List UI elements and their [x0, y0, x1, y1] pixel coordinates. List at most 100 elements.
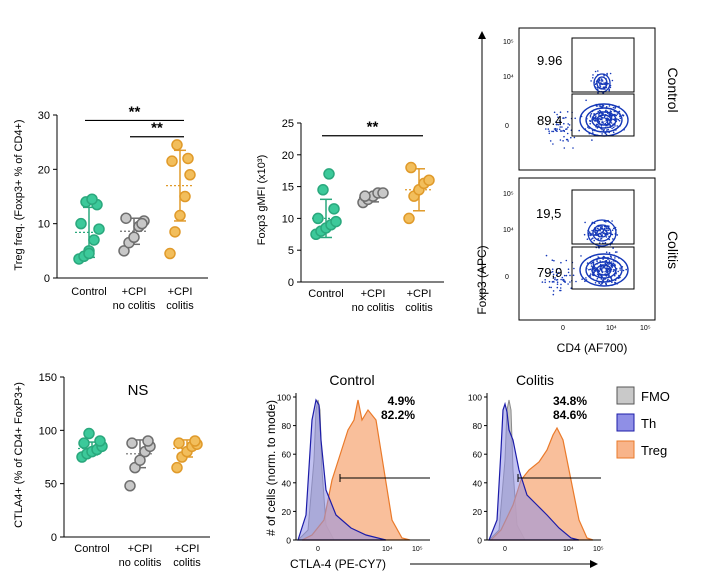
ctla4-freq-data-point — [94, 435, 106, 447]
flow-event-dot — [570, 136, 572, 139]
flow-event-dot — [581, 278, 583, 281]
flow-event-dot — [606, 279, 609, 282]
flow-event-dot — [601, 279, 604, 281]
flow-event-dot — [563, 135, 565, 138]
flow-event-dot — [614, 251, 617, 253]
flow-event-dot — [546, 123, 548, 126]
contour-ytick-1e5-control: 10⁵ — [503, 39, 514, 46]
legend-swatch-th — [616, 413, 635, 432]
flow-event-dot — [604, 83, 607, 86]
treg-freq-data-point — [75, 217, 87, 230]
contour-xtick-0: 0 — [561, 325, 565, 332]
treg-freq-ylabel: Treg freq. (Foxp3+ % of CD4+) — [13, 119, 25, 270]
flow-event-dot — [594, 270, 596, 273]
ctla4-freq-cat2-line1: +CPI — [175, 543, 200, 555]
flow-event-dot — [591, 229, 593, 232]
gate-lower-value-control: 89.4 — [537, 113, 562, 128]
flow-event-dot — [594, 282, 597, 284]
legend-label-th: Th — [641, 416, 656, 431]
flow-event-dot — [604, 242, 607, 244]
flow-event-dot — [600, 283, 602, 286]
ctla4-freq-cat2-line2: colitis — [173, 557, 201, 569]
flow-event-dot — [565, 116, 567, 119]
contour-plot-colitis: 19,5 79,9 Colitis 10⁵ 10⁴ 0 — [503, 177, 681, 321]
foxp3-gmfi-data-point — [312, 212, 324, 225]
flow-event-dot — [589, 120, 592, 122]
flow-event-dot — [560, 278, 562, 281]
contour-xlabel: CD4 (AF700) — [557, 341, 628, 355]
flow-event-dot — [595, 115, 597, 117]
flow-event-dot — [553, 259, 555, 262]
flow-event-dot — [592, 132, 594, 134]
flow-event-dot — [614, 257, 616, 259]
flow-event-dot — [598, 120, 600, 123]
flow-event-dot — [597, 80, 600, 82]
flow-event-dot — [619, 115, 621, 118]
gate-upper-colitis — [571, 189, 635, 245]
flow-event-dot — [609, 86, 612, 89]
flow-event-dot — [601, 128, 603, 131]
flow-event-dot — [610, 261, 613, 263]
flow-event-dot — [597, 88, 599, 90]
flow-event-dot — [572, 274, 575, 277]
flow-event-dot — [612, 247, 614, 249]
flow-event-dot — [565, 128, 567, 130]
flow-event-dot — [605, 236, 608, 238]
hist-ytick-label-control: 40 — [282, 478, 292, 488]
flow-event-dot — [607, 82, 609, 85]
flow-event-dot — [567, 283, 569, 285]
flow-event-dot — [551, 130, 553, 133]
flow-event-dot — [598, 125, 600, 127]
flow-event-dot — [594, 83, 597, 85]
flow-event-dot — [610, 256, 612, 258]
hist-curve-th — [297, 398, 387, 541]
flow-event-dot — [597, 110, 599, 113]
flow-event-dot — [596, 260, 598, 263]
flow-event-dot — [589, 114, 592, 116]
flow-contour-main — [579, 253, 629, 287]
flow-event-dot — [575, 280, 577, 283]
flow-event-dot — [614, 274, 616, 277]
flow-event-dot — [597, 70, 599, 72]
flow-event-dot — [560, 261, 562, 264]
ctla4-freq-data-point — [126, 437, 138, 449]
contour-ytick-1e5-colitis: 10⁵ — [503, 191, 514, 198]
gate-lower-colitis — [571, 246, 635, 290]
flow-event-dot — [605, 133, 608, 136]
treg-freq-data-point — [166, 155, 178, 167]
flow-event-dot — [589, 233, 591, 235]
contour-ytick-0-colitis: 0 — [505, 274, 509, 281]
flow-event-dot — [591, 139, 593, 141]
contour-ytick-1e4-colitis: 10⁴ — [503, 227, 514, 234]
treg-freq-data-point — [83, 247, 95, 260]
flow-event-dot — [603, 129, 605, 131]
flow-event-dot — [563, 147, 566, 149]
flow-event-dot — [566, 111, 569, 113]
flow-event-dot — [602, 104, 605, 107]
flow-event-dot — [598, 274, 600, 277]
foxp3-gmfi-ytick-label: 20 — [282, 150, 294, 162]
flow-event-dot — [548, 280, 551, 283]
flow-event-dot — [610, 265, 613, 268]
histogram-colitis: Colitis 34.8% 84.6% 0 10⁴ 10⁵ — [486, 372, 604, 553]
contour-plot-control: 9.96 89.4 Control 10⁵ 10⁴ 0 — [503, 27, 681, 171]
flow-event-dot — [556, 273, 558, 276]
hist-ytick-label-colitis: 20 — [473, 507, 483, 517]
treg-freq-data-point — [88, 234, 100, 246]
treg-freq-sig-stars: ** — [151, 120, 163, 137]
flow-event-dot — [589, 122, 591, 125]
flow-event-dot — [550, 286, 552, 289]
flow-contour-upper — [587, 219, 617, 247]
flow-event-dot — [544, 281, 546, 284]
flow-event-dot — [589, 268, 592, 271]
flow-event-dot — [612, 262, 615, 265]
flow-event-dot — [597, 118, 600, 120]
flow-event-dot — [567, 268, 570, 271]
foxp3-gmfi-data-point — [423, 174, 435, 186]
flow-event-dot — [592, 77, 594, 79]
flow-event-dot — [561, 276, 564, 279]
flow-event-dot — [608, 88, 611, 91]
treg-freq-data-point — [93, 223, 105, 235]
flow-event-dot — [555, 271, 558, 274]
